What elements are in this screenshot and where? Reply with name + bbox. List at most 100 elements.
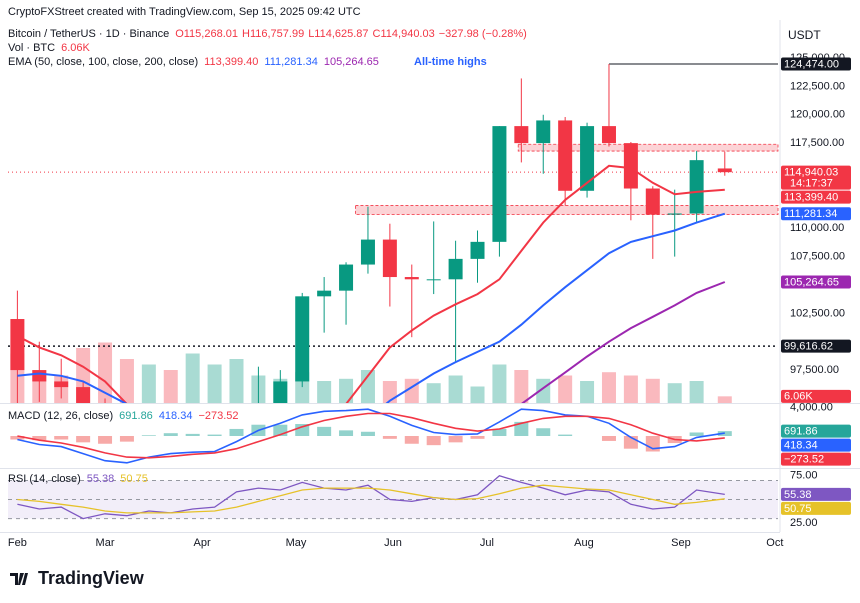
macd-pane — [10, 408, 732, 464]
histogram-bar — [426, 436, 441, 446]
price-badge — [781, 165, 851, 190]
volume-bar — [141, 364, 156, 403]
price-badge-label: 113,399.40 — [784, 192, 838, 204]
x-tick-label: Feb — [8, 537, 27, 549]
macd-header: MACD (12, 26, close) 691.86 418.34 −273.52 — [8, 410, 245, 422]
histogram-bar — [689, 432, 704, 436]
ema-value: 113,399.40 — [204, 56, 259, 68]
volume-bar — [492, 364, 507, 403]
volume-bar — [339, 378, 354, 403]
x-tick-label: May — [286, 537, 307, 549]
price-badge-label: −273.52 — [784, 454, 824, 466]
price-badge — [781, 501, 851, 515]
histogram-bar — [382, 436, 397, 439]
candle-body — [492, 126, 507, 242]
credit: CryptoFXStreet created with TradingView.… — [8, 6, 361, 18]
axes: 125,000.00122,500.00120,000.00117,500.00… — [8, 52, 851, 549]
volume-bar — [645, 378, 660, 403]
y-tick-label: 117,500.00 — [790, 137, 844, 149]
histogram-bar — [536, 428, 551, 436]
histogram-bar — [119, 436, 134, 442]
currency: USDT — [788, 28, 821, 42]
macd-value: 418.34 — [158, 410, 193, 422]
x-tick-label: Jul — [480, 537, 494, 549]
candle-body — [317, 290, 332, 297]
candle-body — [120, 535, 134, 541]
volume-label: Vol · BTC — [8, 42, 56, 54]
volume-bar — [317, 381, 332, 403]
line — [17, 474, 725, 520]
price-badge-label: 418.34 — [784, 440, 818, 452]
candle-body — [689, 160, 704, 214]
histogram-bar — [601, 436, 616, 441]
price-badge-label: 50.75 — [784, 503, 812, 515]
price-badge-label: 124,474.00 — [784, 58, 839, 70]
volume-bar — [207, 364, 222, 403]
price-badge — [781, 424, 851, 438]
line — [521, 281, 726, 403]
brand: TradingView — [38, 568, 145, 588]
annotation: All-time highs — [414, 56, 487, 68]
price-badge — [781, 207, 851, 221]
volume-bar — [470, 386, 485, 403]
price-badge — [781, 452, 851, 466]
candle-body — [339, 264, 354, 291]
candle-body — [717, 168, 732, 173]
candle-body — [142, 523, 156, 540]
histogram-bar — [185, 433, 200, 436]
countdown: 14:17:37 — [790, 178, 833, 190]
y-tick-label: 97,500.00 — [790, 364, 839, 376]
price-badge-label: 105,264.65 — [784, 276, 839, 288]
candle-body — [382, 239, 397, 278]
y-tick-label: 75.00 — [790, 470, 818, 482]
y-tick-label: 25.00 — [790, 517, 818, 529]
macd-title: MACD (12, 26, close) — [8, 410, 114, 422]
price-badge — [781, 389, 851, 403]
candle-body — [208, 518, 222, 529]
volume-bar — [601, 372, 616, 403]
x-tick-label: Apr — [194, 537, 211, 549]
price-badge-label: 114,940.03 — [784, 167, 838, 179]
volume-bar — [185, 353, 200, 403]
price-badge — [781, 339, 851, 353]
volume-bar — [360, 370, 375, 403]
price-pane — [8, 63, 779, 541]
rsi-value: 55.38 — [86, 473, 115, 485]
symbol: Bitcoin / TetherUS · 1D · Binance — [8, 28, 170, 40]
candle-body — [404, 277, 419, 280]
rsi-value: 50.75 — [120, 473, 148, 485]
candle-body — [76, 387, 91, 403]
volume-bar — [426, 383, 441, 403]
histogram-bar — [295, 424, 310, 436]
candle-body — [601, 126, 616, 144]
price-badge-label: 6.06K — [784, 391, 813, 403]
ema-value: 105,264.65 — [323, 56, 379, 68]
histogram-bar — [207, 434, 222, 436]
rsi-header: RSI (14, close) 55.38 50.75 — [8, 473, 154, 485]
candle-body — [273, 381, 288, 403]
volume-bar — [229, 359, 244, 403]
candle-body — [470, 241, 485, 259]
candle-body — [645, 188, 660, 215]
symbol-line: Bitcoin / TetherUS · 1D · Binance O115,26… — [8, 28, 533, 40]
candle-body — [580, 126, 595, 191]
x-tick-label: Jun — [384, 537, 402, 549]
candle-body — [623, 143, 638, 189]
candle-body — [448, 258, 463, 280]
volume-bar — [98, 342, 113, 403]
candle-body — [426, 279, 441, 281]
price-badge-label: 691.86 — [784, 426, 818, 438]
histogram-bar — [10, 436, 25, 440]
ohlc: L114,625.87 — [308, 28, 369, 40]
logo: TradingView — [10, 568, 145, 588]
x-tick-label: Mar — [96, 537, 115, 549]
candle-body — [667, 213, 682, 215]
candle-body — [536, 120, 551, 144]
line — [17, 484, 725, 514]
price-badge — [781, 57, 851, 71]
histogram-bar — [404, 436, 419, 444]
volume-bar — [689, 381, 704, 403]
volume-value: 6.06K — [61, 42, 90, 54]
volume-bar — [514, 370, 529, 403]
